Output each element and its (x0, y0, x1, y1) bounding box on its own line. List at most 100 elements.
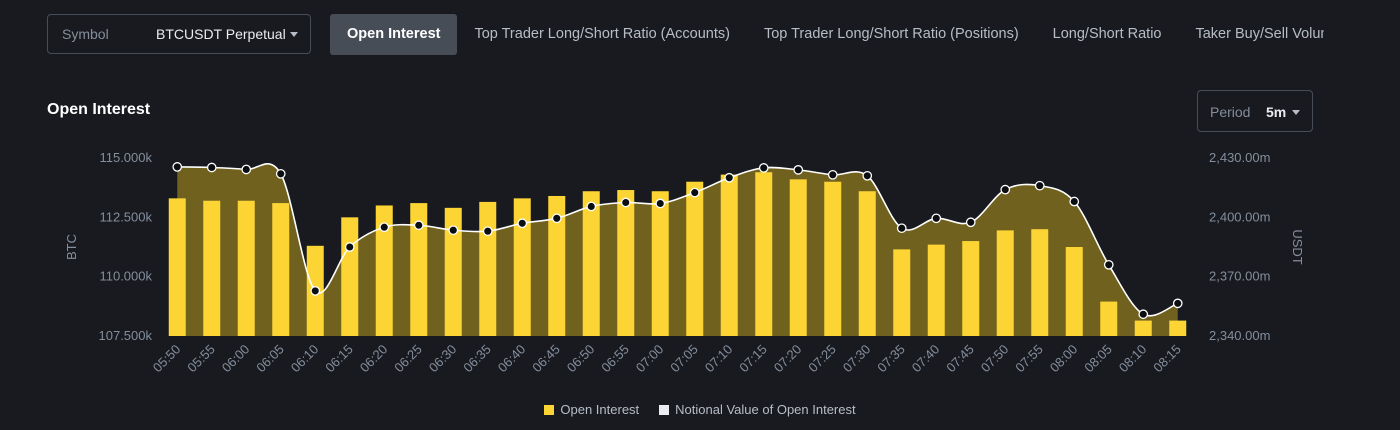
legend-item-notional-value[interactable]: Notional Value of Open Interest (659, 402, 856, 417)
bar-open-interest (962, 241, 980, 336)
x-tick-label: 06:35 (460, 342, 494, 376)
notional-point (862, 170, 873, 181)
legend-item-open-interest[interactable]: Open Interest (544, 402, 639, 417)
bar-open-interest (617, 190, 635, 336)
bar-open-interest (1065, 247, 1083, 336)
x-tick-label: 06:15 (322, 342, 356, 376)
notional-point (1138, 309, 1149, 320)
bar-open-interest (272, 203, 290, 336)
notional-point (689, 187, 700, 198)
symbol-select[interactable]: Symbol BTCUSDT Perpetual (47, 14, 311, 54)
legend-label: Notional Value of Open Interest (675, 402, 856, 417)
bar-open-interest (1100, 301, 1118, 336)
caret-down-icon (290, 32, 298, 37)
x-tick-label: 07:40 (909, 342, 943, 376)
chart-legend: Open Interest Notional Value of Open Int… (0, 402, 1400, 417)
legend-label: Open Interest (560, 402, 640, 417)
bar-open-interest (1134, 320, 1152, 336)
bar-open-interest (375, 205, 393, 336)
notional-point (310, 286, 321, 296)
notional-point (758, 163, 769, 173)
x-tick-label: 08:05 (1081, 342, 1115, 376)
x-tick-label: 06:40 (495, 342, 529, 376)
x-tick-label: 08:00 (1047, 342, 1081, 376)
notional-point (482, 226, 493, 237)
y-right-axis-label: USDT (1290, 229, 1305, 264)
bar-open-interest (686, 181, 704, 336)
x-tick-label: 06:25 (391, 342, 425, 376)
bar-open-interest (341, 217, 359, 336)
notional-point (655, 198, 666, 209)
x-tick-label: 07:25 (805, 342, 839, 376)
bar-open-interest (651, 191, 669, 336)
notional-point (517, 218, 528, 229)
bar-open-interest (720, 174, 738, 336)
tab-taker-buy-sell-volume[interactable]: Taker Buy/Sell Volume (1195, 26, 1324, 42)
bar-open-interest (789, 179, 807, 336)
x-tick-label: 06:30 (426, 342, 460, 376)
notional-point (586, 201, 597, 212)
notional-point (1034, 180, 1045, 191)
x-tick-label: 06:00 (219, 342, 253, 376)
tab-top-trader-long-short-ratio-positions[interactable]: Top Trader Long/Short Ratio (Positions) (763, 26, 1019, 42)
notional-point (724, 172, 735, 183)
notional-point (206, 162, 217, 173)
x-tick-label: 06:10 (288, 342, 322, 376)
x-tick-label: 06:50 (564, 342, 598, 376)
x-tick-label: 06:05 (253, 342, 287, 376)
top-bar: Symbol BTCUSDT Perpetual Open Interest To… (0, 0, 1400, 70)
x-tick-label: 06:55 (598, 342, 632, 376)
legend-swatch-line (659, 404, 670, 415)
y-left-axis-label: BTC (64, 234, 79, 260)
notional-point (1069, 196, 1080, 207)
x-tick-label: 05:50 (150, 342, 184, 376)
notional-point (931, 213, 942, 224)
notional-point (413, 220, 424, 231)
notional-point (896, 223, 907, 234)
x-tick-label: 07:50 (978, 342, 1012, 376)
x-tick-label: 07:20 (771, 342, 805, 376)
notional-point (1103, 259, 1114, 270)
notional-point (965, 217, 976, 228)
x-tick-label: 07:30 (840, 342, 874, 376)
notional-point (275, 168, 286, 179)
tab-top-trader-long-short-ratio-accounts[interactable]: Top Trader Long/Short Ratio (Accounts) (474, 26, 730, 42)
notional-point (448, 225, 459, 236)
symbol-value: BTCUSDT Perpetual (156, 26, 286, 42)
x-tick-label: 07:55 (1012, 342, 1046, 376)
tab-open-interest[interactable]: Open Interest (330, 14, 458, 55)
notional-point (172, 162, 183, 172)
y-right-tick-label: 2,430.00m (1209, 150, 1270, 165)
notional-point (620, 197, 631, 208)
x-tick-label: 08:10 (1116, 342, 1150, 376)
notional-point (1172, 298, 1183, 309)
bar-open-interest (548, 195, 566, 336)
bar-open-interest (410, 203, 428, 336)
bar-open-interest (824, 181, 842, 336)
caret-down-icon (1292, 110, 1300, 115)
x-tick-label: 07:05 (667, 342, 701, 376)
notional-point (344, 242, 355, 252)
legend-swatch-bar (544, 404, 555, 415)
tab-strip: Open Interest Top Trader Long/Short Ratio… (330, 14, 1324, 55)
y-left-tick-label: 115.000k (99, 150, 152, 165)
period-label: Period (1210, 104, 1251, 120)
symbol-label: Symbol (62, 26, 109, 42)
period-value: 5m (1266, 104, 1287, 120)
x-tick-label: 07:10 (702, 342, 736, 376)
period-select[interactable]: Period 5m (1197, 90, 1313, 132)
x-tick-label: 06:45 (529, 342, 563, 376)
y-left-tick-label: 107.500k (99, 328, 153, 343)
x-tick-label: 06:20 (357, 342, 391, 376)
bar-open-interest (1169, 320, 1187, 336)
notional-point (379, 222, 390, 233)
y-right-tick-label: 2,400.00m (1209, 209, 1270, 224)
tab-long-short-ratio[interactable]: Long/Short Ratio (1052, 26, 1162, 42)
bar-open-interest (1031, 229, 1049, 336)
x-tick-label: 07:45 (943, 342, 977, 376)
notional-area (177, 163, 1178, 336)
bar-open-interest (203, 200, 221, 336)
bar-open-interest (237, 200, 255, 336)
notional-point (793, 165, 804, 175)
page-title: Open Interest (47, 101, 151, 118)
